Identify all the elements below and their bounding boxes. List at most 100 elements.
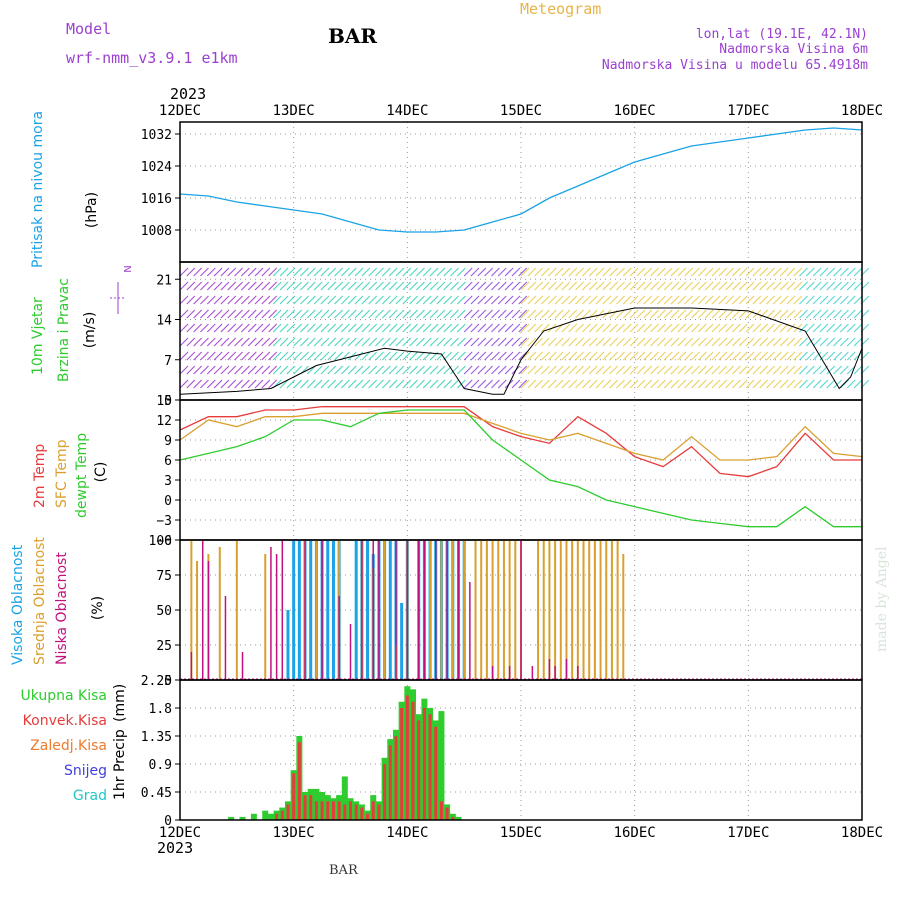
wind-barb bbox=[293, 337, 303, 347]
wind-barb bbox=[704, 267, 714, 277]
wind-barb bbox=[375, 281, 384, 291]
wind-barb bbox=[622, 267, 632, 277]
precip-convective-bar bbox=[309, 795, 313, 820]
wind-barb bbox=[718, 379, 728, 389]
wind-barb bbox=[388, 267, 398, 277]
wind-barb bbox=[200, 267, 209, 277]
temp-ylabel-sfc: SFC Temp bbox=[54, 439, 70, 508]
wind-barb bbox=[409, 337, 418, 347]
wind-barb bbox=[846, 337, 856, 347]
wind-barb bbox=[805, 267, 815, 277]
wind-barb bbox=[786, 379, 796, 389]
wind-barb bbox=[616, 267, 625, 277]
wind-barb bbox=[657, 351, 666, 361]
wind-barb bbox=[286, 295, 296, 305]
wind-barb bbox=[732, 337, 741, 347]
wind-barb bbox=[697, 295, 707, 305]
wind-barb bbox=[300, 337, 309, 347]
wind-barb bbox=[456, 267, 466, 277]
wind-barb bbox=[334, 281, 343, 291]
wind-barb bbox=[327, 337, 337, 347]
wind-barb bbox=[354, 295, 364, 305]
wind-barb bbox=[300, 379, 309, 389]
wind-barb bbox=[826, 365, 836, 375]
wind-barb bbox=[853, 351, 863, 361]
wind-barb bbox=[541, 351, 550, 361]
wind-barb bbox=[381, 365, 391, 375]
wind-barb bbox=[670, 337, 680, 347]
wind-barb bbox=[286, 365, 296, 375]
wind-barb bbox=[561, 379, 571, 389]
precip-convective-bar bbox=[366, 813, 370, 820]
wind-barb bbox=[361, 379, 371, 389]
wind-barb bbox=[381, 267, 391, 277]
temperature-ytick-label: 9 bbox=[164, 434, 172, 449]
wind-barb bbox=[261, 295, 271, 305]
wind-barb bbox=[732, 267, 741, 277]
wind-barb bbox=[279, 267, 289, 277]
wind-barb bbox=[697, 351, 707, 361]
precipitation-ytick-label: 0.9 bbox=[149, 758, 172, 773]
wind-barb bbox=[595, 379, 605, 389]
wind-barb bbox=[650, 337, 659, 347]
wind-barb bbox=[786, 295, 796, 305]
wind-barb bbox=[629, 379, 639, 389]
wind-barb bbox=[588, 295, 598, 305]
wind-barb bbox=[846, 351, 856, 361]
wind-barb bbox=[395, 351, 405, 361]
wind-barb bbox=[247, 351, 257, 361]
wind-barb bbox=[470, 365, 480, 375]
wind-barb bbox=[622, 365, 632, 375]
wind-barb bbox=[793, 351, 803, 361]
wind-barb bbox=[306, 281, 316, 291]
wind-barb bbox=[234, 295, 243, 305]
precip-convective-bar bbox=[349, 801, 352, 820]
wind-barb bbox=[745, 323, 755, 333]
wind-barb bbox=[547, 295, 557, 305]
wind-barb bbox=[684, 295, 694, 305]
wind-barb bbox=[581, 295, 591, 305]
wind-barb bbox=[327, 295, 337, 305]
wind-panel: 0 7 14 21 bbox=[156, 261, 870, 409]
wind-barb bbox=[588, 365, 598, 375]
cloud-unit: (%) bbox=[90, 596, 106, 620]
wind-barb bbox=[511, 351, 521, 361]
wind-barb bbox=[261, 323, 271, 333]
wind-barb bbox=[497, 295, 507, 305]
wind-barb bbox=[470, 309, 480, 319]
wind-barb bbox=[812, 337, 822, 347]
wind-barb bbox=[520, 337, 530, 347]
wind-barb bbox=[272, 281, 282, 291]
wind-barb bbox=[456, 323, 466, 333]
wind-barb bbox=[409, 309, 418, 319]
wind-barb bbox=[581, 365, 591, 375]
temp-unit: (C) bbox=[93, 462, 109, 483]
wind-barb bbox=[799, 351, 808, 361]
wind-barb bbox=[846, 309, 856, 319]
wind-barb bbox=[581, 379, 591, 389]
wind-barb bbox=[752, 337, 762, 347]
wind-barb bbox=[595, 267, 605, 277]
wind-barb bbox=[234, 379, 243, 389]
wind-barb bbox=[616, 323, 625, 333]
wind-barb bbox=[568, 351, 578, 361]
wind-barb bbox=[416, 309, 425, 319]
wind-barb bbox=[527, 309, 537, 319]
wind-barb bbox=[456, 365, 466, 375]
wind-barb bbox=[179, 337, 189, 347]
wind-barb bbox=[240, 267, 250, 277]
wind-barb bbox=[772, 309, 782, 319]
wind-barb bbox=[240, 295, 250, 305]
wind-barb bbox=[313, 337, 323, 347]
wind-barb bbox=[375, 267, 384, 277]
wind-barb bbox=[609, 379, 619, 389]
wind-barb bbox=[497, 281, 507, 291]
precip-convective-bar bbox=[292, 773, 296, 820]
wind-barb bbox=[745, 365, 755, 375]
wind-barb bbox=[581, 351, 591, 361]
wind-barb bbox=[341, 295, 350, 305]
wind-barb bbox=[409, 267, 418, 277]
wind-barb bbox=[477, 309, 487, 319]
wind-barb bbox=[636, 351, 646, 361]
wind-barb bbox=[313, 309, 323, 319]
